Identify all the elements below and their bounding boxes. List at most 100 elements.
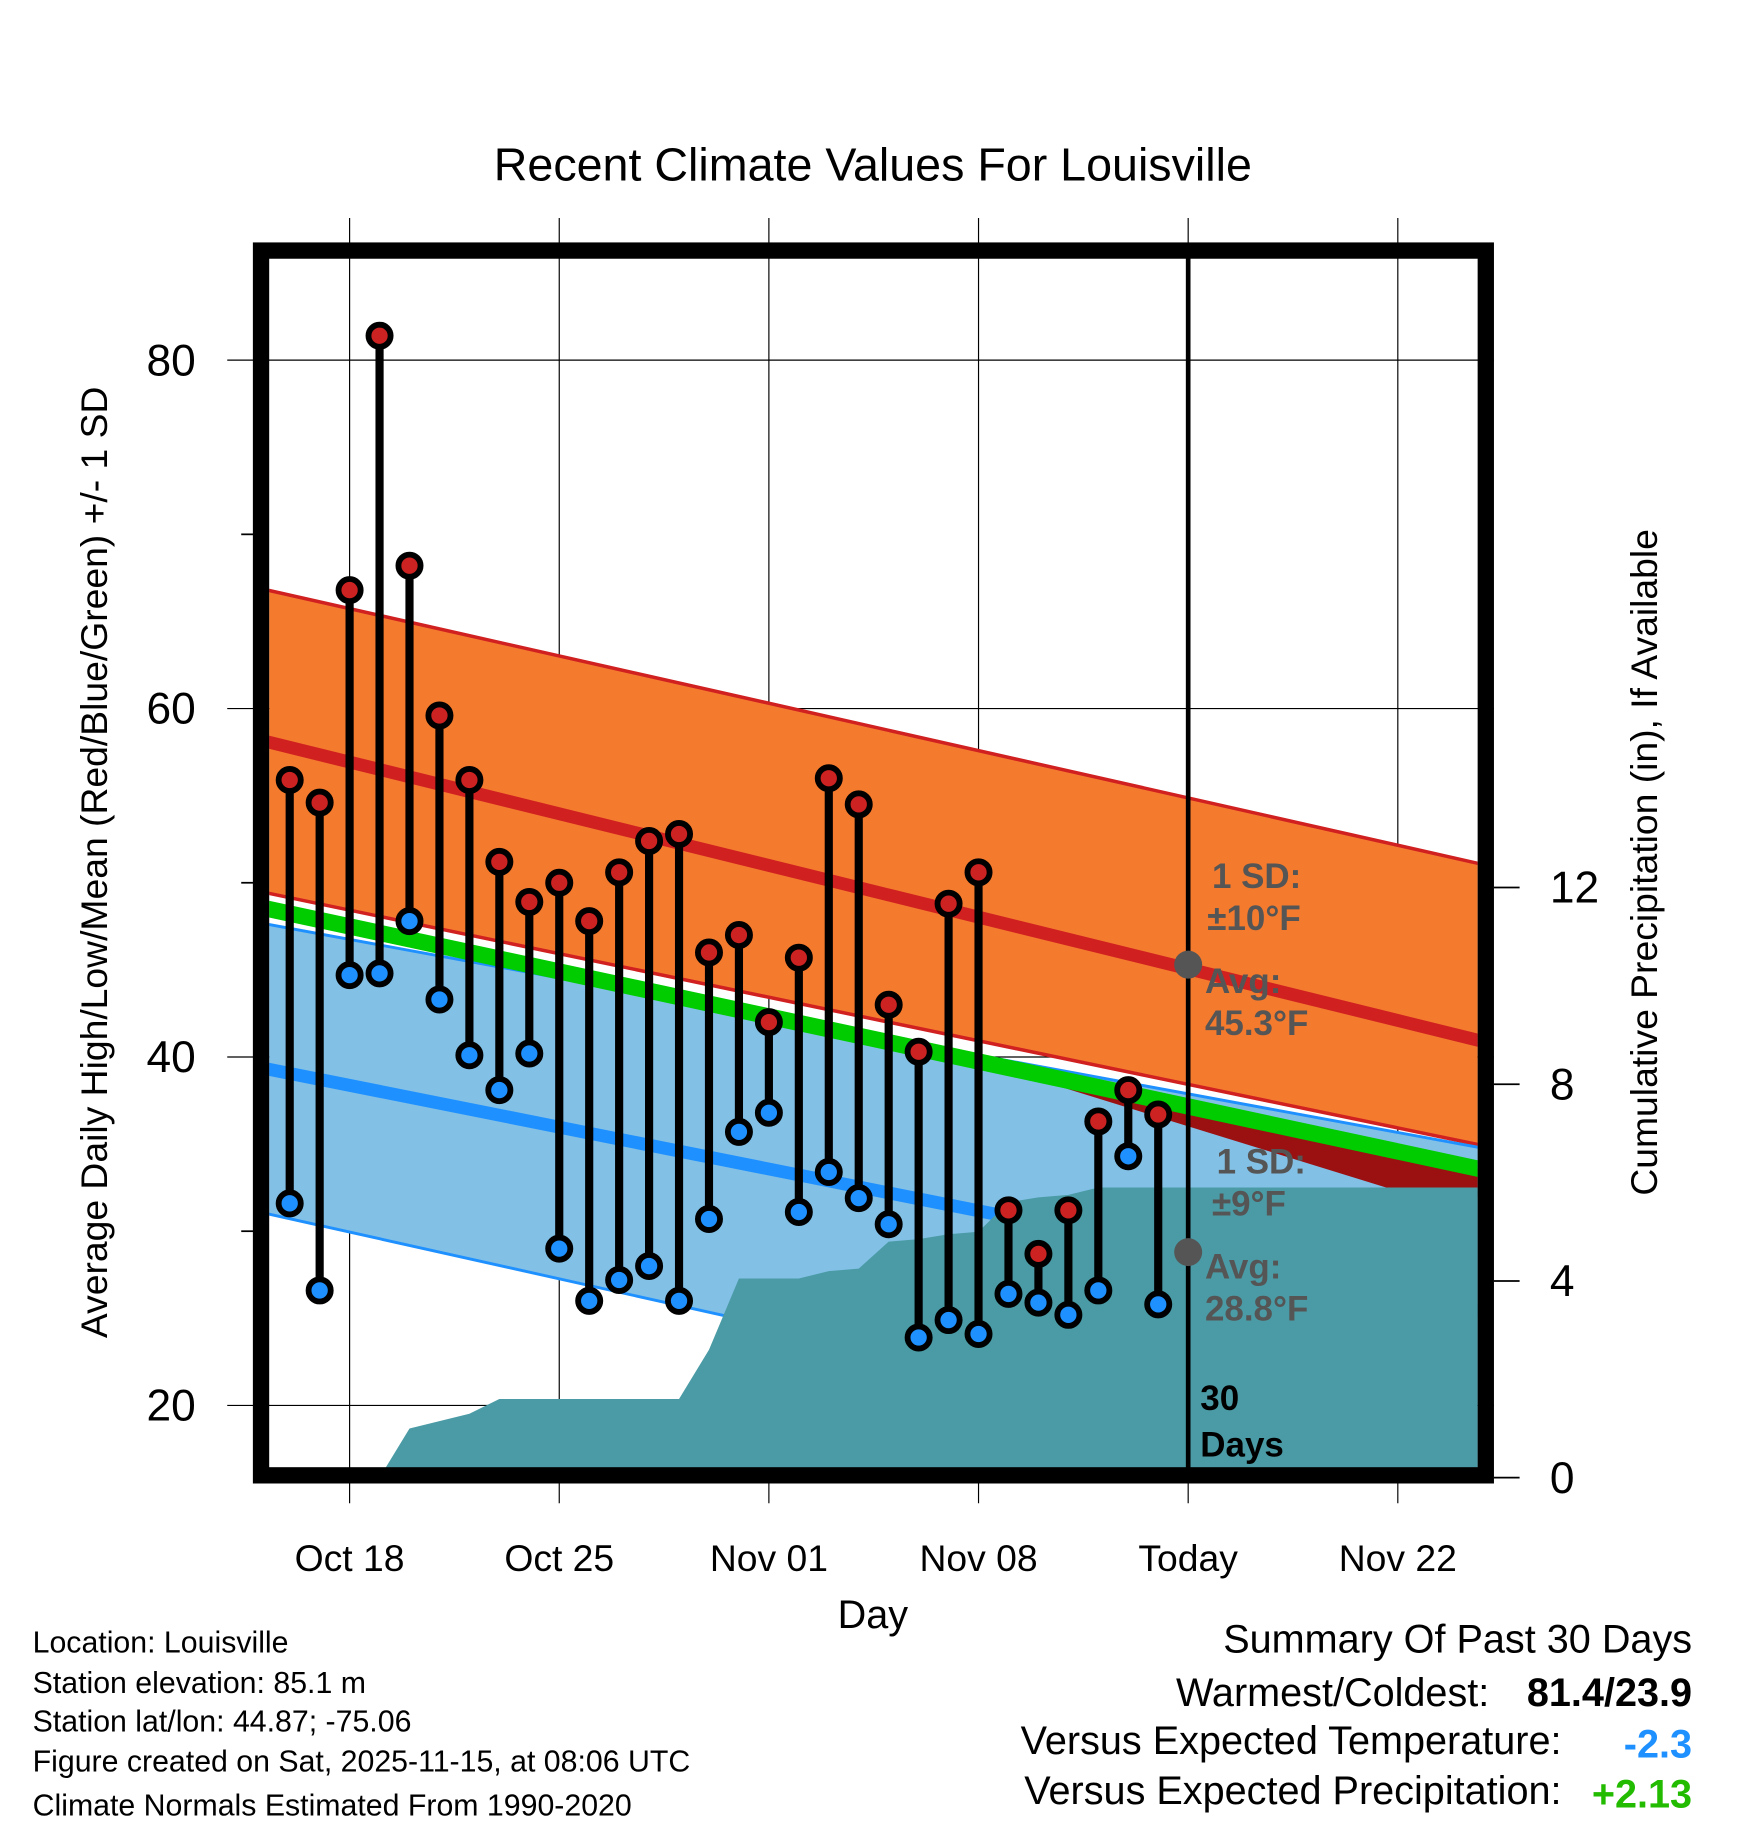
high-plus-sd-line (269, 588, 1478, 866)
high-temp-point (695, 938, 723, 967)
x-axis-label: Day (838, 1593, 909, 1637)
high-temp-point (545, 868, 574, 897)
x-tick-label: Oct 25 (504, 1537, 614, 1579)
low-temp-point (545, 1234, 574, 1263)
high-avg-value: 45.3°F (1205, 1004, 1308, 1043)
high-temp-point (934, 889, 963, 918)
y2-tick-label: 12 (1550, 864, 1599, 913)
summary-title: Summary Of Past 30 Days (1223, 1617, 1692, 1661)
high-temp-point (515, 887, 544, 916)
low-temp-point (605, 1266, 634, 1294)
summary-temp-label: Versus Expected Temperature: (1021, 1719, 1562, 1763)
low-temp-point (844, 1184, 873, 1213)
summary: Summary Of Past 30 Days Warmest/Coldest:… (1021, 1617, 1692, 1816)
low-temp-point (665, 1286, 694, 1315)
info-created: Figure created on Sat, 2025-11-15, at 08… (33, 1745, 691, 1778)
x-tick-label: Oct 18 (295, 1537, 405, 1579)
y-tick-label: 40 (147, 1033, 196, 1082)
high-temp-point (305, 788, 334, 817)
days-word: Days (1200, 1426, 1284, 1465)
low-temp-point (994, 1279, 1023, 1308)
chart-title: Recent Climate Values For Louisville (494, 139, 1252, 191)
axes: Oct 18 Oct 25 Nov 01 Nov 08 Today Nov 2220406… (147, 336, 1600, 1579)
low-temp-point (934, 1306, 963, 1335)
low-temp-point (1024, 1288, 1053, 1317)
summary-precip-label: Versus Expected Precipitation: (1024, 1769, 1561, 1813)
low-temp-point (904, 1323, 933, 1352)
low-temp-point (305, 1276, 334, 1305)
high-temp-point (784, 943, 813, 972)
x-tick-label: Today (1138, 1537, 1238, 1579)
high-temp-point (1084, 1107, 1113, 1136)
low-temp-point (335, 961, 364, 990)
high-temp-point (1114, 1076, 1143, 1105)
high-temp-point (485, 847, 514, 876)
high-temp-point (335, 576, 364, 605)
y2-axis-label: Cumulative Precipitation (in), If Availa… (1623, 529, 1665, 1196)
summary-precip-value: +2.13 (1592, 1772, 1692, 1816)
low-temp-point (515, 1039, 544, 1068)
y-axis-label: Average Daily High/Low/Mean (Red/Blue/Gr… (73, 387, 115, 1338)
low-temp-point (695, 1205, 723, 1233)
data-marks (275, 321, 1173, 1352)
low-temp-point (1114, 1142, 1143, 1171)
info-location: Location: Louisville (33, 1626, 289, 1659)
high-temp-point (395, 551, 424, 580)
high-temp-point (994, 1196, 1023, 1225)
low-temp-point (1084, 1276, 1113, 1305)
high-temp-point (275, 765, 304, 794)
high-temp-point (425, 701, 454, 730)
high-temp-point (665, 820, 694, 848)
high-temp-point (455, 765, 484, 794)
low-temp-point (485, 1076, 514, 1105)
today-line-layer (1174, 257, 1203, 1471)
y-tick-label: 80 (147, 336, 196, 385)
y2-tick-label: 8 (1550, 1060, 1575, 1109)
annotations: 1 SD: ±10°F Avg: 45.3°F 1 SD: ±9°F Avg: … (1200, 857, 1308, 1465)
high-sd-band (269, 590, 1478, 1145)
info-elevation: Station elevation: 85.1 m (33, 1667, 366, 1700)
low-temp-point (425, 985, 454, 1014)
precipitation-area (384, 1187, 1478, 1470)
high-sd-value: ±10°F (1207, 899, 1300, 938)
low-temp-point (1144, 1290, 1173, 1319)
y-tick-label: 60 (147, 685, 196, 734)
high-temp-point (1054, 1196, 1083, 1225)
low-avg-value: 28.8°F (1205, 1289, 1308, 1328)
y-tick-label: 20 (147, 1382, 196, 1431)
high-temp-point (635, 826, 664, 855)
days-count: 30 (1200, 1379, 1239, 1418)
high-temp-point (1024, 1239, 1053, 1268)
low-avg-dot (1174, 1238, 1203, 1267)
station-info: Location: Louisville Station elevation: … (33, 1626, 691, 1822)
high-temp-point (964, 858, 993, 887)
low-temp-point (635, 1252, 664, 1281)
high-sd-label: 1 SD: (1212, 857, 1301, 896)
high-temp-point (1144, 1100, 1173, 1129)
low-temp-point (395, 907, 424, 936)
high-temp-point (724, 921, 753, 950)
info-normals: Climate Normals Estimated From 1990-2020 (33, 1790, 632, 1823)
high-temp-point (575, 907, 604, 936)
y2-tick-label: 4 (1550, 1257, 1575, 1306)
high-temp-point (365, 321, 394, 350)
plot-frame (252, 242, 1494, 1484)
high-temp-point (874, 990, 903, 1019)
high-temp-point (605, 858, 634, 887)
low-temp-point (754, 1098, 783, 1127)
high-temp-point (844, 790, 873, 819)
summary-temp-value: -2.3 (1624, 1722, 1692, 1766)
high-temp-point (904, 1037, 933, 1066)
low-temp-point (814, 1157, 843, 1186)
low-temp-point (964, 1320, 993, 1348)
summary-warmest-value: 81.4/23.9 (1527, 1671, 1692, 1715)
high-avg-dot (1174, 950, 1203, 979)
high-temp-point (814, 764, 843, 793)
low-temp-point (1054, 1300, 1083, 1329)
low-temp-point (275, 1189, 304, 1218)
low-temp-point (874, 1210, 903, 1239)
high-avg-label: Avg: (1205, 962, 1281, 1001)
high-temp-point (754, 1008, 783, 1037)
low-temp-point (365, 959, 394, 988)
